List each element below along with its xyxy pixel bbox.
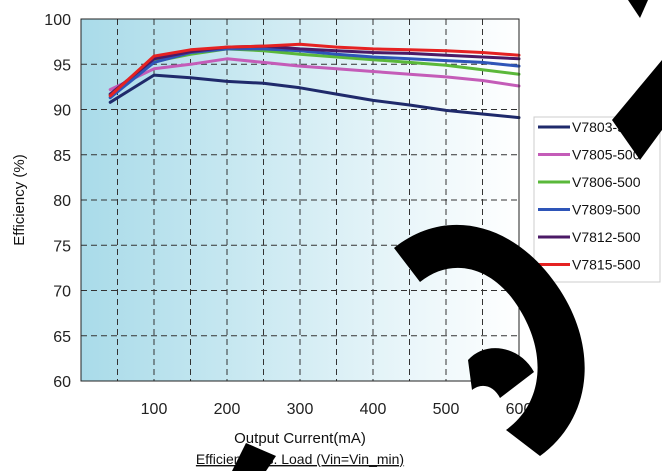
- x-tick-labels: 100 200 300 400 500 600: [141, 401, 533, 418]
- legend-label: V7809-500: [572, 202, 641, 218]
- y-tick-label: 75: [53, 238, 71, 255]
- y-tick-label: 90: [53, 103, 71, 120]
- y-tick-label: 85: [53, 148, 71, 165]
- y-tick-label: 60: [53, 374, 71, 391]
- watermark: [232, 0, 662, 471]
- x-tick-label: 300: [287, 401, 314, 418]
- grid: [81, 19, 519, 381]
- x-tick-label: 100: [141, 401, 168, 418]
- series-line-v7815-500: [108, 42, 521, 98]
- legend-label: V7812-500: [572, 229, 641, 245]
- watermark-shape-o-inner: [468, 348, 534, 398]
- y-axis-title: Efficiency (%): [11, 154, 28, 245]
- chart-caption: Efficiency vs. Load (Vin=Vin_min): [196, 451, 404, 467]
- x-axis-title: Output Current(mA): [234, 430, 366, 447]
- legend-label: V7806-500: [572, 174, 641, 190]
- plot-frame: [80, 18, 520, 382]
- y-tick-label: 100: [44, 12, 71, 29]
- y-tick-label: 80: [53, 193, 71, 210]
- series-line-v7805-500: [108, 57, 521, 92]
- legend-label: V7805-500: [572, 147, 641, 163]
- watermark-shape-n: [612, 60, 662, 160]
- y-tick-label: 70: [53, 284, 71, 301]
- series-line-v7812-500: [108, 44, 521, 96]
- y-tick-label: 95: [53, 57, 71, 74]
- watermark-shape-o: [394, 224, 585, 456]
- x-tick-label: 400: [360, 401, 387, 418]
- y-tick-label: 65: [53, 329, 71, 346]
- y-tick-labels: 60 65 70 75 80 85 90 95 100: [44, 12, 71, 391]
- series-line-v7803-500: [108, 73, 521, 120]
- series-lines: [108, 42, 521, 120]
- legend: V7803-500V7805-500V7806-500V7809-500V781…: [533, 116, 661, 283]
- watermark-shape-c: [232, 443, 276, 471]
- x-tick-label: 500: [433, 401, 460, 418]
- watermark-shape-mark: [628, 0, 648, 18]
- legend-label: V7815-500: [572, 257, 641, 273]
- x-tick-label: 200: [214, 401, 241, 418]
